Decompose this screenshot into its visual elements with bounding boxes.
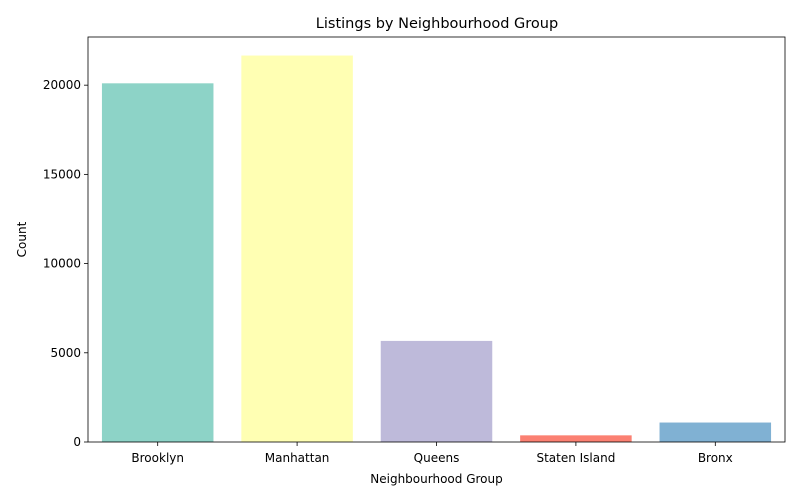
y-tick-label: 20000 [43,78,81,92]
y-tick-label: 5000 [50,346,81,360]
y-axis-ticks: 0 5000 10000 15000 20000 [43,78,88,449]
y-tick-label: 15000 [43,167,81,181]
bar-staten-island [520,435,632,442]
y-tick-label: 10000 [43,257,81,271]
x-tick-label: Brooklyn [131,451,184,465]
x-tick-label: Bronx [698,451,733,465]
chart-title: Listings by Neighbourhood Group [316,16,558,32]
y-tick-label: 0 [73,435,81,449]
x-axis-ticks: Brooklyn Manhattan Queens Staten Island Bron… [131,442,733,465]
x-axis-label: Neighbourhood Group [370,472,502,486]
bar-bronx [659,422,772,442]
bar-manhattan [241,55,353,442]
plot-frame [87,36,786,443]
bars-group [101,55,772,443]
x-tick-label: Staten Island [536,451,615,465]
x-tick-label: Manhattan [265,451,330,465]
bar-queens [380,340,493,442]
bar-brooklyn [101,83,214,443]
x-tick-label: Queens [414,451,460,465]
y-axis-label: Count [15,221,29,257]
